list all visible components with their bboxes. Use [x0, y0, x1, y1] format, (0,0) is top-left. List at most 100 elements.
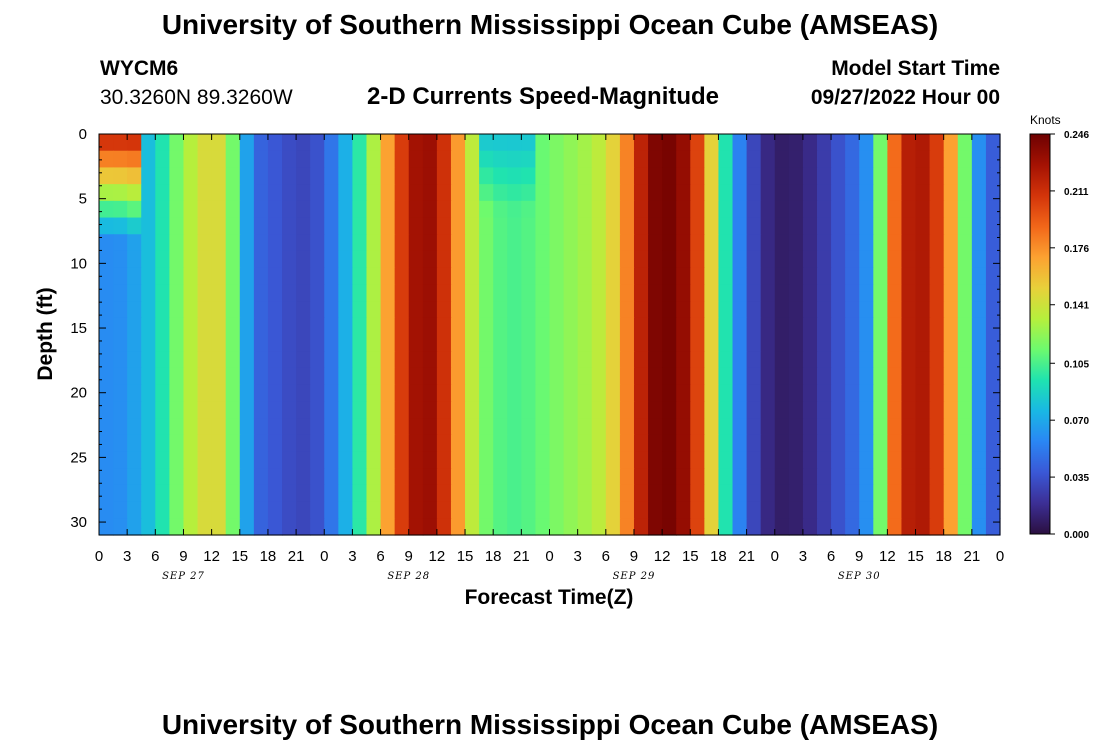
heatmap-cell — [732, 468, 748, 486]
heatmap-cell — [957, 518, 973, 536]
heatmap-cell — [704, 317, 720, 336]
heatmap-cell — [760, 250, 776, 269]
heatmap-cell — [591, 518, 607, 536]
heatmap-cell — [169, 518, 185, 536]
heatmap-cell — [859, 401, 874, 419]
heatmap-cell — [605, 267, 621, 285]
heatmap-cell — [577, 418, 593, 436]
heatmap-cell — [577, 267, 593, 285]
heatmap-cell — [141, 217, 156, 235]
heatmap-cell — [310, 501, 325, 519]
heatmap-cell — [985, 150, 1001, 169]
heatmap-cell — [915, 134, 931, 152]
heatmap-cell — [366, 284, 382, 302]
heatmap-cell — [648, 217, 663, 235]
heatmap-cell — [746, 401, 762, 419]
heatmap-cell — [479, 134, 494, 152]
heatmap-cell — [985, 134, 1001, 152]
heatmap-cell — [310, 267, 325, 285]
heatmap-cell — [197, 518, 213, 536]
heatmap-cell — [267, 301, 283, 319]
heatmap-cell — [802, 418, 818, 436]
heatmap-cell — [183, 284, 199, 302]
heatmap-cell — [493, 401, 508, 419]
heatmap-cell — [394, 234, 410, 252]
heatmap-cell — [859, 184, 874, 202]
x-tick-label: 18 — [260, 548, 277, 565]
heatmap-cell — [563, 418, 579, 436]
heatmap-cell — [971, 184, 987, 202]
heatmap-cell — [127, 367, 142, 386]
heatmap-cell — [549, 217, 565, 235]
heatmap-cell — [549, 150, 565, 169]
heatmap-cell — [408, 518, 424, 536]
heatmap-cell — [296, 184, 311, 202]
heatmap-cell — [619, 234, 635, 252]
heatmap-cell — [901, 418, 917, 436]
heatmap-cell — [859, 334, 874, 352]
heatmap-cell — [845, 434, 860, 453]
heatmap-cell — [662, 267, 677, 285]
heatmap-cell — [887, 367, 903, 386]
heatmap-cell — [732, 451, 748, 469]
heatmap-cell — [366, 351, 382, 369]
heatmap-cell — [788, 451, 804, 469]
heatmap-cell — [802, 234, 818, 252]
heatmap-cell — [816, 301, 832, 319]
heatmap-cell — [704, 418, 720, 436]
heatmap-cell — [915, 518, 931, 536]
heatmap-cell — [690, 267, 705, 285]
heatmap-cell — [380, 518, 396, 536]
heatmap-cell — [901, 434, 917, 453]
heatmap-cell — [183, 351, 199, 369]
heatmap-cell — [197, 367, 213, 386]
heatmap-cell — [436, 284, 452, 302]
heatmap-cell — [366, 468, 382, 486]
heatmap-cell — [436, 501, 452, 519]
heatmap-cell — [971, 451, 987, 469]
heatmap-cell — [704, 434, 720, 453]
heatmap-cell — [141, 317, 156, 336]
heatmap-cell — [155, 150, 170, 169]
heatmap-cell — [648, 200, 663, 219]
heatmap-cell — [788, 468, 804, 486]
heatmap-cell — [901, 267, 917, 285]
heatmap-cell — [563, 434, 579, 453]
heatmap-cell — [943, 134, 959, 152]
heatmap-cell — [887, 518, 903, 536]
heatmap-cell — [563, 468, 579, 486]
heatmap-cell — [436, 301, 452, 319]
heatmap-cell — [760, 234, 776, 252]
heatmap-cell — [155, 401, 170, 419]
heatmap-cell — [549, 301, 565, 319]
heatmap-cell — [169, 250, 185, 269]
day-label: SEP 29 — [613, 571, 656, 582]
heatmap-cell — [197, 501, 213, 519]
heatmap-cell — [338, 367, 354, 386]
heatmap-cell — [845, 468, 860, 486]
heatmap-cell — [633, 434, 649, 453]
heatmap-cell — [296, 217, 311, 235]
heatmap-cell — [915, 384, 931, 402]
heatmap-cell — [690, 418, 705, 436]
x-tick-label: 6 — [602, 548, 610, 565]
heatmap-cell — [985, 317, 1001, 336]
heatmap-cell — [408, 384, 424, 402]
heatmap-cell — [380, 384, 396, 402]
heatmap-cell — [957, 468, 973, 486]
heatmap-cell — [943, 418, 959, 436]
heatmap-cell — [310, 384, 325, 402]
heatmap-cell — [943, 451, 959, 469]
heatmap-cell — [619, 484, 635, 503]
heatmap-cell — [760, 267, 776, 285]
heatmap-cell — [99, 518, 114, 536]
heatmap-cell — [704, 267, 720, 285]
heatmap-cell — [296, 401, 311, 419]
heatmap-cell — [971, 518, 987, 536]
heatmap-cell — [155, 317, 170, 336]
heatmap-cell — [99, 250, 114, 269]
heatmap-cell — [465, 468, 480, 486]
heatmap-cell — [282, 384, 297, 402]
heatmap-cell — [310, 167, 325, 185]
heatmap-cell — [563, 301, 579, 319]
